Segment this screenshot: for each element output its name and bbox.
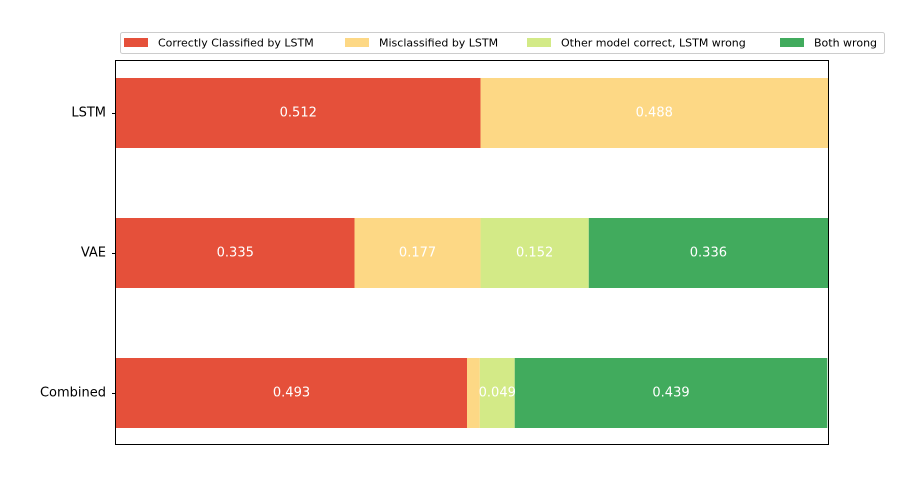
legend-swatch-correctly-classified-by-lstm xyxy=(124,38,148,47)
legend-label-both-wrong: Both wrong xyxy=(814,37,877,50)
bar-lstm-correctly-classified-by-lstm xyxy=(116,78,481,148)
legend-box xyxy=(120,32,885,54)
bar-labels-layer: 0.512 0.488 0.335 0.177 0.152 0.336 0.493 0.049… xyxy=(217,106,727,401)
bar-combined-misclassified-by-lstm xyxy=(467,358,480,428)
legend-swatch-other-model-correct-lstm-wrong xyxy=(527,38,551,47)
data-label-vae-both-wrong: 0.336 xyxy=(690,246,727,261)
bar-vae-other-model-correct-lstm-wrong xyxy=(480,218,589,288)
bar-combined-other-model-correct-lstm-wrong xyxy=(479,358,515,428)
bar-vae-correctly-classified-by-lstm xyxy=(116,218,355,288)
legend-label-misclassified-by-lstm: Misclassified by LSTM xyxy=(379,37,498,50)
data-label-combined-correctly-classified-by-lstm: 0.493 xyxy=(273,386,310,401)
y-tick-label-vae: VAE xyxy=(81,246,106,261)
bar-combined-correctly-classified-by-lstm xyxy=(116,358,468,428)
data-label-combined-other-model-correct-lstm-wrong: 0.049 xyxy=(479,386,516,401)
bar-combined-both-wrong xyxy=(514,358,828,428)
plot-frame xyxy=(115,60,829,445)
legend-swatch-both-wrong xyxy=(780,38,804,47)
bar-vae-misclassified-by-lstm xyxy=(354,218,481,288)
bars-layer xyxy=(116,78,828,428)
y-tick-label-combined: Combined xyxy=(40,386,106,401)
legend-label-other-model-correct-lstm-wrong: Other model correct, LSTM wrong xyxy=(561,37,746,50)
legend-swatch-misclassified-by-lstm xyxy=(345,38,369,47)
data-label-lstm-misclassified-by-lstm: 0.488 xyxy=(636,106,673,121)
legend-label-correctly-classified-by-lstm: Correctly Classified by LSTM xyxy=(158,37,314,50)
data-label-lstm-correctly-classified-by-lstm: 0.512 xyxy=(280,106,317,121)
bar-vae-both-wrong xyxy=(588,218,828,288)
y-axis: LSTM VAE Combined xyxy=(40,106,116,401)
data-label-combined-both-wrong: 0.439 xyxy=(652,386,689,401)
y-tick-label-lstm: LSTM xyxy=(71,106,106,121)
data-label-vae-other-model-correct-lstm-wrong: 0.152 xyxy=(516,246,553,261)
bar-lstm-misclassified-by-lstm xyxy=(480,78,828,148)
data-label-vae-correctly-classified-by-lstm: 0.335 xyxy=(217,246,254,261)
legend: Correctly Classified by LSTM Misclassifie… xyxy=(120,32,885,54)
data-label-vae-misclassified-by-lstm: 0.177 xyxy=(399,246,436,261)
